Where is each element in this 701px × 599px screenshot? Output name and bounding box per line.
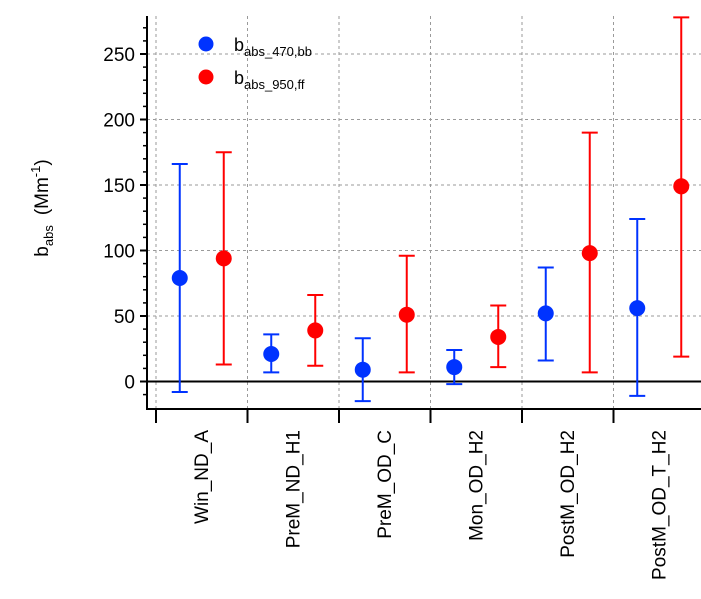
legend-label-series-2: babs_950,ff xyxy=(234,68,305,92)
x-category-label-3: Mon_OD_H2 xyxy=(466,430,487,541)
grid xyxy=(147,16,701,409)
y-axis-label-sub: abs xyxy=(41,225,56,246)
legend: babs_470,bb babs_950,ff xyxy=(198,35,312,92)
y-axis-label-unit: (Mm xyxy=(32,177,53,215)
data-point-1-5 xyxy=(629,300,646,317)
y-tick-label-3: 150 xyxy=(103,176,135,197)
data-point-1-1 xyxy=(263,345,280,362)
y-tick-label-5: 250 xyxy=(103,45,135,66)
data-point-1-4 xyxy=(537,305,554,322)
legend-marker-series-2 xyxy=(198,69,214,85)
axes: 0 50 100 150 200 250 Win_ND_A PreM_ND_H1 PreM_OD… xyxy=(103,16,701,580)
x-category-label-4: PostM_OD_H2 xyxy=(558,430,579,558)
x-category-label-1: PreM_ND_H1 xyxy=(283,430,304,548)
series-2 xyxy=(215,16,690,374)
data-point-2-5 xyxy=(673,178,690,195)
legend-main-series-2: b xyxy=(234,68,244,88)
y-tick-label-2: 100 xyxy=(103,242,135,263)
y-axis-label-exponent: -1 xyxy=(28,166,43,178)
x-category-label-0: Win_ND_A xyxy=(192,430,213,524)
data-point-1-2 xyxy=(354,361,371,378)
legend-sub-series-1: abs_470,bb xyxy=(244,44,312,59)
legend-sub-series-2: abs_950,ff xyxy=(244,77,305,92)
y-tick-label-1: 50 xyxy=(114,307,135,328)
data-point-2-1 xyxy=(307,322,324,339)
data-point-2-2 xyxy=(398,306,415,323)
y-tick-label-0: 0 xyxy=(124,373,135,394)
data-point-2-0 xyxy=(215,250,232,267)
x-category-label-5: PostM_OD_T_H2 xyxy=(649,430,670,580)
data-point-2-3 xyxy=(490,328,507,345)
data-point-1-3 xyxy=(446,359,463,376)
y-axis-label: babs (Mm-1) xyxy=(28,159,56,256)
series-1 xyxy=(171,163,646,403)
legend-main-series-1: b xyxy=(234,35,244,55)
x-category-label-2: PreM_OD_C xyxy=(375,430,396,539)
data-point-2-4 xyxy=(581,245,598,262)
y-axis-label-unit-close: ) xyxy=(32,159,53,165)
data-point-1-0 xyxy=(171,270,188,287)
legend-label-series-1: babs_470,bb xyxy=(234,35,312,59)
y-axis-label-main: b xyxy=(32,246,53,257)
y-tick-label-4: 200 xyxy=(103,111,135,132)
legend-marker-series-1 xyxy=(198,36,214,52)
data-series xyxy=(171,16,690,403)
